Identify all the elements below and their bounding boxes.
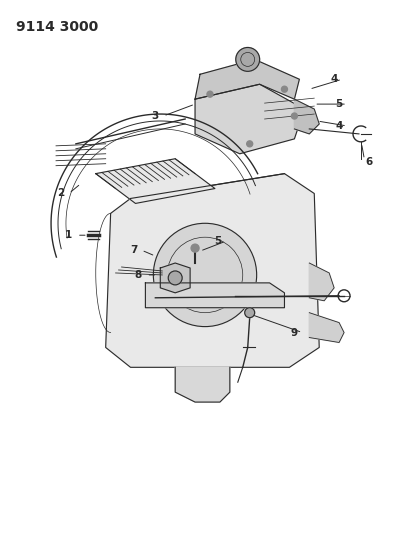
Text: 9: 9 — [291, 328, 298, 337]
Circle shape — [247, 141, 253, 147]
Circle shape — [168, 271, 182, 285]
Text: 8: 8 — [135, 270, 142, 280]
Text: 9114 3000: 9114 3000 — [16, 20, 99, 34]
Polygon shape — [195, 59, 299, 99]
Circle shape — [291, 113, 298, 119]
Text: 1: 1 — [65, 230, 73, 240]
Text: 5: 5 — [335, 99, 343, 109]
Circle shape — [282, 86, 287, 92]
Polygon shape — [175, 367, 230, 402]
Polygon shape — [294, 99, 319, 134]
Text: 6: 6 — [365, 157, 372, 167]
Circle shape — [153, 223, 256, 327]
Circle shape — [236, 47, 260, 71]
Text: 7: 7 — [130, 245, 137, 255]
Polygon shape — [309, 313, 344, 343]
Text: 3: 3 — [152, 111, 159, 121]
Text: 4: 4 — [335, 121, 343, 131]
Polygon shape — [160, 263, 190, 293]
Text: 5: 5 — [214, 236, 222, 246]
Text: 2: 2 — [58, 189, 65, 198]
Polygon shape — [309, 263, 334, 301]
Circle shape — [207, 91, 213, 97]
Polygon shape — [195, 84, 304, 154]
Circle shape — [191, 244, 199, 252]
Polygon shape — [145, 283, 284, 308]
Polygon shape — [96, 159, 215, 204]
Circle shape — [245, 308, 255, 318]
Polygon shape — [106, 174, 319, 367]
Text: 4: 4 — [330, 74, 338, 84]
